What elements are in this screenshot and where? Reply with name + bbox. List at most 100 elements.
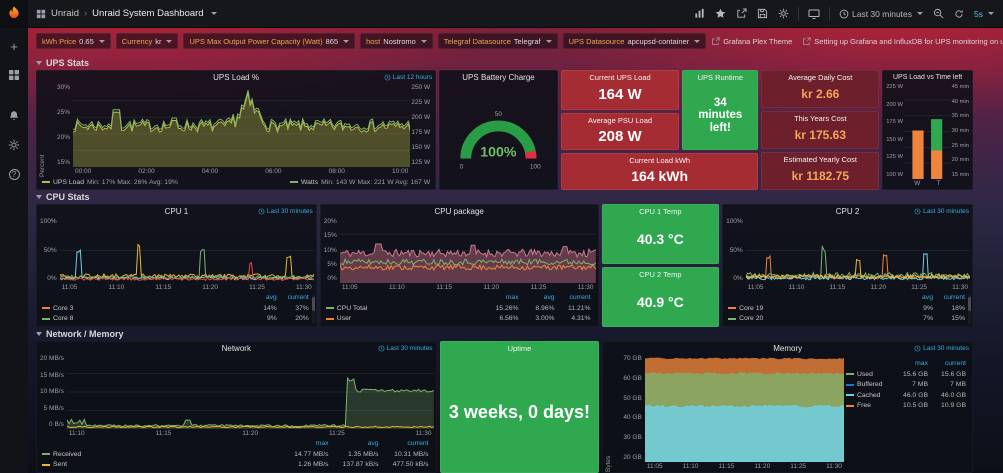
panel-title[interactable]: UPS Load vs Time left [892, 74, 963, 81]
panel-title[interactable]: UPS Battery Charge [462, 73, 535, 82]
legend-column[interactable]: max [915, 360, 928, 367]
variable-label: Currency [121, 36, 153, 46]
row-ups-stats[interactable]: UPS Stats [36, 56, 973, 70]
variable-dropdown[interactable]: UPS Datasource apcupsd-container [562, 33, 707, 49]
legend: max avg current CPU Total 15.26% 8.96% 11.… [321, 293, 598, 326]
refresh-button[interactable] [953, 8, 965, 20]
x-axis: 11:05 11:10 11:15 11:20 11:25 11:30 [61, 284, 312, 291]
add-panel-button[interactable] [693, 7, 706, 20]
legend-series[interactable]: Cached 46.0 GB 46.0 GB [845, 390, 966, 401]
memory-chart[interactable] [644, 355, 844, 462]
legend-series[interactable]: Received 14.77 MB/s 1.35 MB/s 10.31 MB/s [42, 449, 429, 460]
panel-title[interactable]: CPU package [434, 207, 484, 216]
cycle-view-button[interactable] [807, 7, 821, 21]
variable-dropdown[interactable]: kWh Price 0.65 [36, 33, 111, 49]
refresh-interval-select[interactable]: 5s [973, 8, 995, 20]
legend-column[interactable]: max [505, 294, 519, 301]
sidebar-create-button[interactable]: + [0, 35, 28, 57]
panel-title[interactable]: CPU 1 [164, 207, 189, 216]
legend-column[interactable]: current [944, 360, 966, 367]
legend-column[interactable]: current [569, 294, 591, 301]
panel-title[interactable]: Current UPS Load [589, 73, 651, 82]
dashboard-title[interactable]: Unraid System Dashboard [92, 8, 204, 19]
panel-title[interactable]: CPU 2 Temp [639, 270, 682, 279]
legend-series[interactable]: Sent 1.26 MB/s 137.87 kB/s 477.50 kB/s [42, 460, 429, 471]
legend-column[interactable]: avg [543, 294, 555, 301]
save-button[interactable] [756, 7, 769, 20]
variable-dropdown[interactable]: Telegraf Datasource Telegraf [437, 33, 558, 49]
legend-series[interactable]: User 6.56% 3.00% 4.31% [325, 314, 591, 325]
variable-dropdown[interactable]: Currency kr [115, 33, 179, 49]
dashboard-settings-button[interactable] [777, 7, 790, 20]
dashboard-link[interactable]: Grafana Plex Theme [711, 37, 792, 46]
legend-series[interactable]: Core 3 14% 37% [42, 303, 309, 314]
star-button[interactable] [714, 7, 727, 20]
divider [798, 6, 799, 21]
legend-series[interactable]: Buffered 7 MB 7 MB [845, 380, 966, 391]
star-icon [715, 8, 726, 18]
network-chart[interactable] [66, 355, 434, 429]
legend-series[interactable]: Core 19 9% 18% [728, 303, 965, 314]
panel-title[interactable]: Memory [773, 344, 803, 353]
chevron-down-icon [917, 12, 924, 15]
link-label: Setting up Grafana and InfluxDB for UPS … [814, 36, 1003, 46]
breadcrumb-folder[interactable]: Unraid [51, 8, 79, 19]
panel-title[interactable]: Average PSU Load [587, 116, 653, 125]
panel-title[interactable]: CPU 2 [835, 207, 860, 216]
sidebar-alerting-button[interactable] [0, 105, 28, 127]
zoom-out-button[interactable] [932, 7, 945, 20]
row-cpu-stats[interactable]: CPU Stats [36, 190, 973, 204]
ups-load-vs-time-chart[interactable] [904, 84, 951, 179]
panel-title[interactable]: Average Daily Cost [788, 73, 853, 82]
sidebar-help-button[interactable]: ? [0, 163, 28, 185]
panel-ups-battery-charge: UPS Battery Charge 100% 0 50 100 [439, 70, 558, 190]
variable-label: kWh Price [42, 36, 77, 46]
legend-series[interactable]: Core 8 9% 20% [42, 314, 309, 325]
legend-series[interactable]: Core 20 7% 15% [728, 314, 965, 325]
legend-column[interactable]: current [943, 294, 965, 301]
variable-dropdown[interactable]: UPS Max Output Power Capacity (Watt) 865 [183, 33, 356, 49]
panel-title[interactable]: Current Load kWh [629, 156, 691, 165]
time-picker-button[interactable]: Last 30 minutes [838, 8, 924, 20]
legend-series[interactable]: Watts Min: 143 W Max: 221 W Avg: 167 W [289, 179, 430, 186]
panel-title[interactable]: UPS Runtime [697, 73, 743, 82]
panel-title[interactable]: Network [221, 344, 251, 353]
legend-series[interactable]: UPS Load Min: 17% Max: 26% Avg: 19% [42, 179, 178, 186]
y-axis: 70 GB 60 GB 50 GB 40 GB 30 GB 20 GB [623, 355, 642, 461]
share-button[interactable] [735, 7, 748, 20]
chevron-down-icon [98, 39, 105, 43]
legend-column[interactable]: current [407, 440, 429, 447]
gauge-threshold [525, 150, 537, 159]
cpu1-chart[interactable] [60, 218, 314, 283]
panel-title[interactable]: Uptime [507, 344, 532, 353]
sidebar-configuration-button[interactable] [0, 134, 28, 156]
panel-estimated-yearly-cost: Estimated Yearly Cost kr 1182.75 [761, 152, 880, 190]
legend-series[interactable]: CPU Total 15.26% 8.96% 11.21% [325, 303, 591, 314]
grafana-logo[interactable] [0, 0, 28, 28]
panel-title[interactable]: CPU 1 Temp [639, 207, 682, 216]
legend-column[interactable]: current [287, 294, 309, 301]
ups-stat-cluster: Current UPS Load 164 W UPS Runtime 34 mi… [560, 70, 759, 190]
y-axis: 100% 50% 0% [726, 218, 743, 282]
legend-series[interactable]: Used 15.6 GB 15.6 GB [845, 369, 966, 380]
panel-time-range: Last 30 minutes [914, 345, 969, 352]
panel-title[interactable]: This Years Cost [794, 114, 847, 123]
legend-scrollbar[interactable] [311, 295, 315, 324]
sidebar-dashboards-button[interactable] [0, 64, 28, 86]
legend-series[interactable]: Free 10.5 GB 10.9 GB [845, 401, 966, 412]
row-network-memory[interactable]: Network / Memory [36, 327, 973, 341]
y-axis-left: 30% 25% 20% 15% [57, 84, 71, 166]
legend-column[interactable]: avg [265, 294, 277, 301]
panel-title[interactable]: Estimated Yearly Cost [783, 155, 858, 164]
dashboard-link[interactable]: Setting up Grafana and InfluxDB for UPS … [802, 37, 1003, 46]
variable-dropdown[interactable]: host Nostromo [360, 33, 433, 49]
cpu2-chart[interactable] [746, 218, 970, 283]
panel-title[interactable]: UPS Load % [213, 73, 259, 82]
legend-column[interactable]: avg [367, 440, 379, 447]
legend-scrollbar[interactable] [968, 295, 971, 324]
panel-cpu2: CPU 2 Last 30 minutes 100% 50% 0% 11:05 11:… [722, 204, 973, 327]
ups-load-chart[interactable] [73, 84, 411, 167]
cpu-package-chart[interactable] [339, 218, 596, 283]
legend-column[interactable]: avg [922, 294, 933, 301]
legend-column[interactable]: max [315, 440, 329, 447]
